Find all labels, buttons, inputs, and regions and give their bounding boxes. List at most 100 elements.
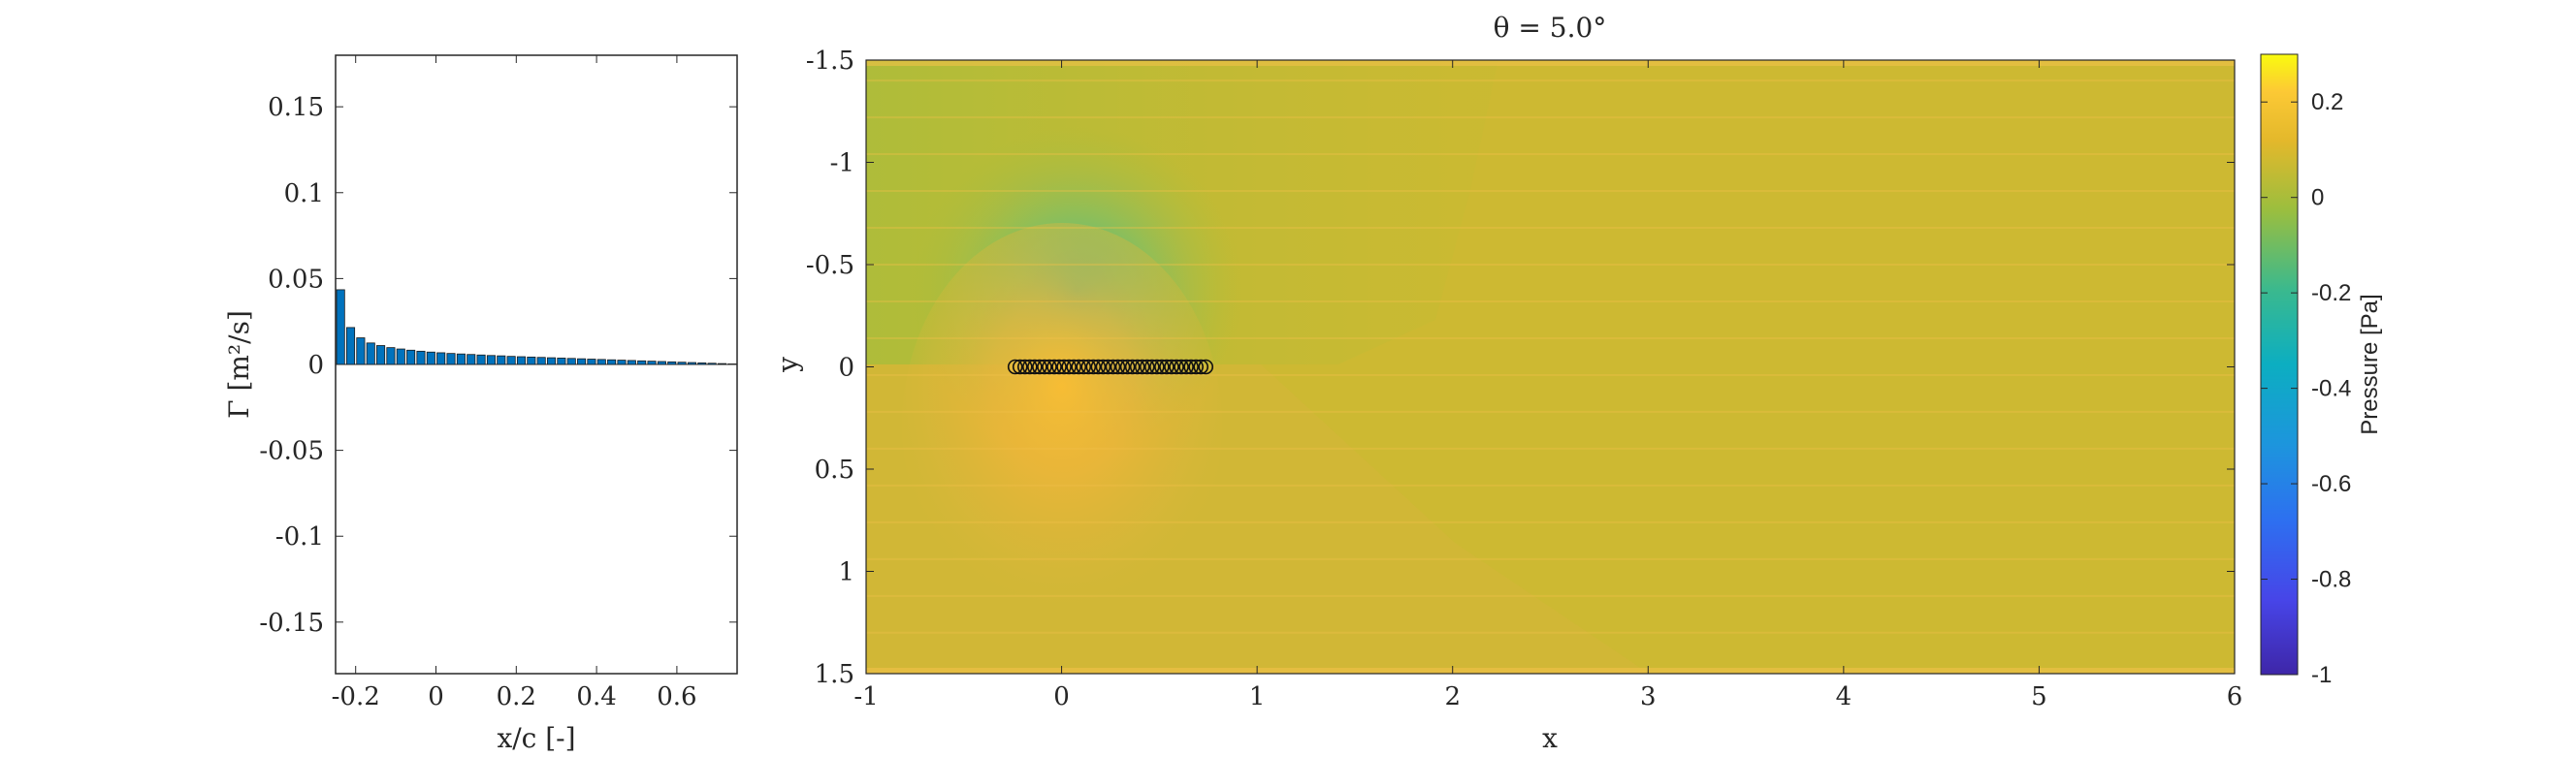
bar [366, 342, 375, 365]
panel-marker [1016, 359, 1033, 375]
colorbar: -1 -0.8 -0.6 -0.4 -0.2 0 0.2 Pressure [Pa] [2260, 53, 2383, 688]
panel-marker [1159, 359, 1175, 375]
bar [497, 355, 506, 365]
contour-x-tick-label: 3 [1640, 682, 1657, 711]
bar [476, 354, 486, 365]
bar-y-tick-label: 0.05 [268, 265, 324, 294]
contour-top-edge [866, 60, 2235, 66]
panel-marker [1046, 359, 1062, 375]
bar [617, 360, 627, 365]
bar [557, 358, 566, 365]
panel-marker [1183, 359, 1199, 375]
panel-marker [1198, 359, 1214, 375]
bar-x-tick-label: 0.6 [657, 682, 696, 711]
bar-y-tick-label: 0 [307, 351, 324, 380]
bar-y-axis-label: Γ [m²/s] [223, 310, 255, 419]
bar [546, 357, 557, 365]
bar [436, 352, 446, 365]
panel-marker [1110, 359, 1126, 375]
colorbar-tick-label: 0 [2311, 185, 2324, 211]
bar [336, 289, 345, 365]
bar-x-axis-label: x/c [-] [497, 722, 575, 754]
bar [386, 347, 396, 365]
contour-y-tick-label: 1.5 [815, 660, 854, 689]
bar [536, 357, 546, 365]
panel-marker [1071, 359, 1087, 375]
panel-marker [1193, 359, 1208, 375]
bar [426, 351, 435, 365]
panel-marker [1027, 359, 1043, 375]
pressure-contour-chart: -1 0 1 2 3 4 5 6 -1.5-1-0.500.511.5 θ = 5.0° x … [772, 12, 2242, 754]
panel-marker [1129, 359, 1145, 375]
panel-marker [1051, 359, 1067, 375]
contour-x-tick-label: 5 [2031, 682, 2047, 711]
panel-marker [1164, 359, 1179, 375]
bar [657, 361, 666, 365]
panel-marker [1154, 359, 1170, 375]
bar [687, 362, 696, 365]
contour-y-tick-label: 0 [838, 354, 854, 383]
panel-marker [1037, 359, 1052, 375]
panel-marker [1119, 359, 1136, 375]
bar [446, 353, 456, 365]
bar [376, 345, 386, 365]
panel-marker [1076, 359, 1092, 375]
bar-y-tick-label: 0.1 [284, 179, 324, 208]
panel-marker [1007, 359, 1023, 375]
contour-y-tick-label: -1.5 [806, 47, 854, 76]
colorbar-tick-label: 0.2 [2311, 89, 2343, 115]
panel-marker [1124, 359, 1141, 375]
contour-y-axis-label: y [772, 357, 804, 373]
panel-marker [1012, 359, 1028, 375]
contour-x-tick-label: 6 [2227, 682, 2243, 711]
bar [396, 348, 405, 365]
bar-y-tick-label: -0.05 [259, 437, 324, 466]
panel-marker [1080, 359, 1097, 375]
contour-streaks [866, 79, 2235, 634]
panel-markers [1007, 359, 1214, 375]
bar [707, 363, 717, 365]
bar [637, 360, 647, 365]
contour-axes-box [865, 59, 2236, 675]
panel-marker [1022, 359, 1038, 375]
bar [577, 358, 587, 365]
panel-marker [1085, 359, 1102, 375]
panel-marker [1169, 359, 1184, 375]
bar [587, 359, 596, 365]
panel-marker [1139, 359, 1155, 375]
bar-x-tick-label: 0 [428, 682, 444, 711]
panel-marker [1178, 359, 1194, 375]
contour-x-tick-label: 0 [1053, 682, 1070, 711]
colorbar-tick-label: -1 [2311, 662, 2332, 688]
bar [566, 358, 576, 365]
bar [486, 355, 496, 365]
contour-x-tick-label: 2 [1444, 682, 1461, 711]
bar-y-tick-label: -0.15 [259, 609, 324, 638]
panel-marker [1100, 359, 1116, 375]
bar-y-tick-label: 0.15 [268, 93, 324, 122]
contour-y-tick-label: 0.5 [815, 456, 854, 485]
bar [717, 363, 727, 365]
panel-marker [1174, 359, 1189, 375]
contour-y-tick-label: -1 [830, 149, 854, 178]
panel-marker [1188, 359, 1204, 375]
panel-marker [1090, 359, 1107, 375]
panel-marker [1134, 359, 1150, 375]
contour-y-tick-label: 1 [838, 558, 854, 587]
panel-marker [1042, 359, 1057, 375]
panel-marker [1095, 359, 1111, 375]
panel-marker [1056, 359, 1072, 375]
panel-marker [1144, 359, 1160, 375]
contour-x-tick-label: -1 [853, 682, 878, 711]
bar [677, 362, 687, 365]
contour-y-tick-label: -0.5 [806, 251, 854, 280]
colorbar-label: Pressure [Pa] [2357, 294, 2383, 434]
colorbar-tick-label: -0.4 [2311, 376, 2351, 402]
colorbar-tick-label: -0.8 [2311, 567, 2351, 593]
panel-marker [1105, 359, 1121, 375]
panel-marker [1114, 359, 1131, 375]
panel-marker [1061, 359, 1077, 375]
bar [406, 349, 416, 365]
pressure-region [902, 223, 1222, 630]
